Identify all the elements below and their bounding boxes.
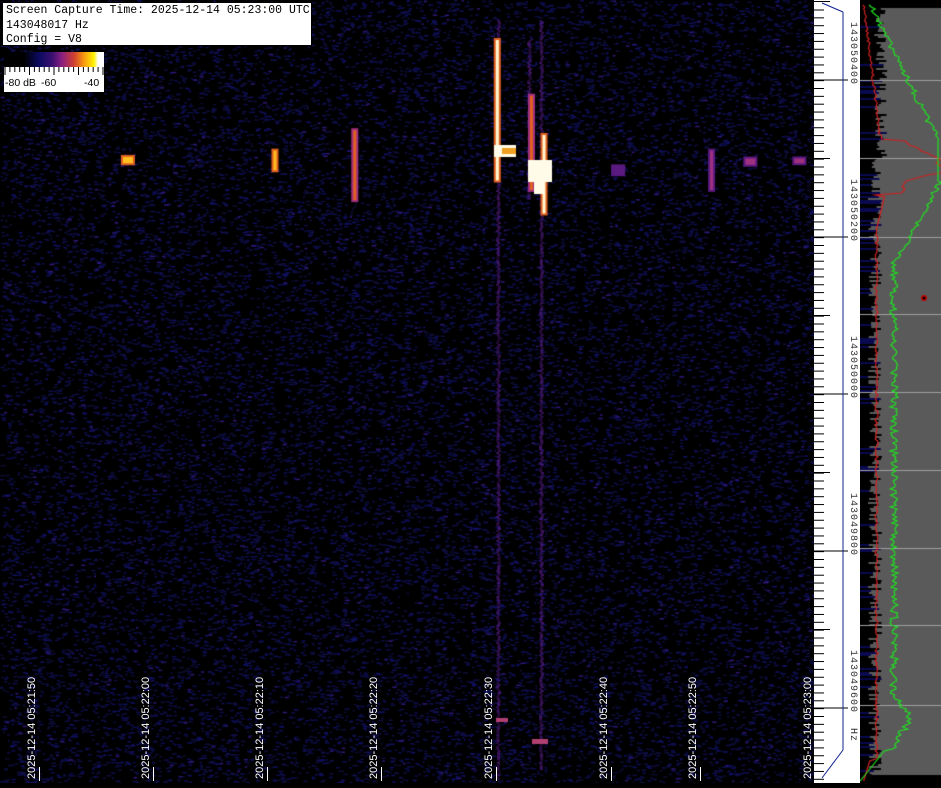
frequency-tick-label: 143050200 <box>847 179 858 243</box>
time-tick-label: 2025-12-14 05:22:20 <box>368 676 380 779</box>
colorbar-gradient <box>4 52 104 67</box>
capture-time: Screen Capture Time: 2025-12-14 05:23:00… <box>6 4 310 17</box>
spectrum-panel <box>860 0 941 783</box>
frequency-tick-label: 143049600 <box>847 650 858 714</box>
time-tick-label: 2025-12-14 05:21:50 <box>26 676 38 779</box>
config-label: Config = V8 <box>6 33 82 46</box>
time-tick-label: 2025-12-14 05:22:40 <box>598 676 610 779</box>
time-tick <box>496 767 497 781</box>
time-tick-label: 2025-12-14 05:22:10 <box>254 676 266 779</box>
frequency-tick-label: 143050000 <box>847 336 858 400</box>
center-frequency: 143048017 Hz <box>6 18 89 32</box>
colorbar-legend: -80 dB -60 -40 <box>4 52 104 92</box>
time-tick-label: 2025-12-14 05:22:50 <box>687 676 699 779</box>
frequency-tick-label: 143049800 <box>847 493 858 557</box>
colorbar-ticks <box>4 67 104 75</box>
time-tick <box>153 767 154 781</box>
colorbar-label-min: -80 dB <box>5 77 36 89</box>
frequency-range-bracket <box>821 2 844 13</box>
time-tick <box>381 767 382 781</box>
info-box: Screen Capture Time: 2025-12-14 05:23:00… <box>2 2 312 46</box>
frequency-unit-label: Hz <box>847 728 858 743</box>
time-tick <box>39 767 40 781</box>
colorbar-label-mid: -60 <box>41 77 57 89</box>
time-tick-label: 2025-12-14 05:23:00 <box>802 676 814 779</box>
time-tick <box>611 767 612 781</box>
frequency-axis: 143050400 143050200 143050000 143049800 1430… <box>814 0 860 783</box>
time-tick-label: 2025-12-14 05:22:00 <box>140 676 152 779</box>
colorbar-label-max: -40 <box>84 77 100 89</box>
frequency-range-bracket <box>821 749 844 779</box>
time-tick <box>267 767 268 781</box>
waterfall-spectrogram <box>0 0 814 783</box>
frequency-axis-ticks <box>814 1 848 780</box>
frequency-tick-label: 143050400 <box>847 22 858 86</box>
time-tick-label: 2025-12-14 05:22:30 <box>483 676 495 779</box>
time-tick <box>700 767 701 781</box>
